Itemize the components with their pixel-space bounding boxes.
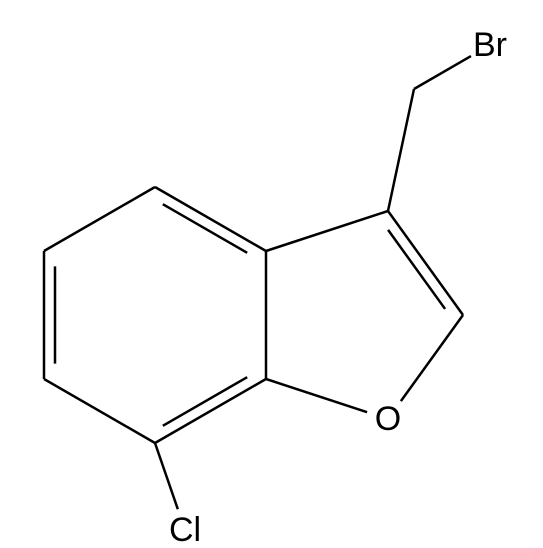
atom-label-br: Br xyxy=(473,26,507,64)
molecule-diagram: O Br Cl xyxy=(0,0,543,548)
atom-label-o: O xyxy=(375,400,401,438)
atom-label-cl: Cl xyxy=(169,511,201,548)
